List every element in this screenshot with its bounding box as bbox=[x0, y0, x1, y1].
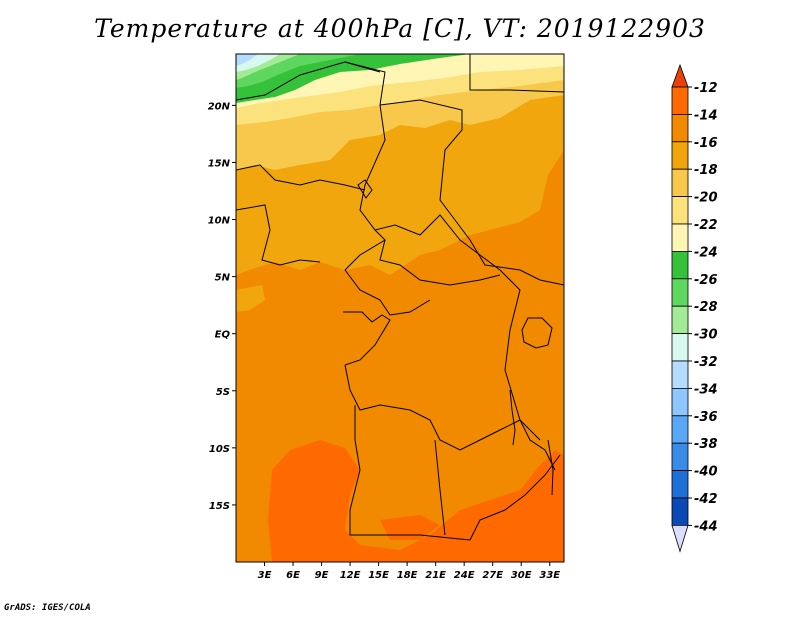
lon-tick-label: 6E bbox=[286, 570, 300, 581]
colorbar-swatch bbox=[671, 278, 689, 307]
colorbar-swatch bbox=[671, 333, 689, 362]
map-title: Temperature at 400hPa [C], VT: 201912290… bbox=[94, 14, 706, 43]
colorbar-swatch bbox=[671, 415, 689, 444]
colorbar-swatch bbox=[671, 250, 689, 280]
lat-tick-label: 5N bbox=[215, 273, 231, 284]
colorbar-label: -34 bbox=[694, 382, 718, 397]
colorbar-label: -44 bbox=[694, 519, 718, 534]
field-region-southern-warm-pocket bbox=[268, 440, 564, 562]
colorbar-swatch bbox=[671, 168, 689, 197]
colorbar-label: -16 bbox=[694, 136, 718, 151]
lat-tick-label: 10S bbox=[209, 444, 230, 455]
lat-tick-label: EQ bbox=[215, 330, 231, 341]
field-region-coldest-corner bbox=[236, 54, 258, 66]
lon-tick-label: 30E bbox=[511, 570, 532, 581]
map-frame bbox=[235, 53, 565, 563]
field-region-west-africa-patch bbox=[236, 285, 265, 312]
colorbar-swatch bbox=[671, 470, 689, 499]
lake-chad bbox=[357, 179, 373, 199]
lon-tick-label: 15E bbox=[368, 570, 389, 581]
colorbar-label: -12 bbox=[694, 81, 718, 96]
colorbar-swatch bbox=[671, 387, 689, 417]
temperature-field bbox=[236, 54, 564, 562]
lon-tick-label: 27E bbox=[482, 570, 503, 581]
lat-tick-label: 15N bbox=[208, 158, 231, 169]
colorbar-label: -26 bbox=[694, 273, 718, 288]
colorbar-swatch bbox=[671, 305, 689, 335]
colorbar-over-triangle bbox=[671, 63, 689, 88]
lat-tick-label: 15S bbox=[209, 501, 230, 512]
colorbar-swatch bbox=[671, 86, 689, 115]
lon-tick-label: 3E bbox=[258, 570, 272, 581]
field-region-warm-patch bbox=[380, 515, 440, 540]
colorbar-label: -22 bbox=[694, 218, 718, 233]
longitude-axis: 3E 6E 9E 12E 15E 18E 21E 24E 27E 30E 33E bbox=[258, 562, 560, 581]
lon-tick-label: 12E bbox=[340, 570, 361, 581]
lakes bbox=[357, 179, 554, 496]
lon-tick-label: 24E bbox=[454, 570, 475, 581]
lat-tick-label: 10N bbox=[208, 216, 231, 227]
colorbar-swatch bbox=[671, 360, 689, 389]
grads-credit: GrADS: IGES/COLA bbox=[4, 603, 91, 613]
lake-malawi bbox=[547, 439, 554, 496]
latitude-axis: 20N 15N 10N 5N EQ 5S 10S 15S bbox=[208, 101, 236, 512]
lat-tick-label: 5S bbox=[216, 387, 230, 398]
colorbar-label: -42 bbox=[694, 492, 718, 507]
colorbar-label: -24 bbox=[694, 245, 718, 260]
colorbar-under-triangle bbox=[671, 525, 689, 553]
lake-victoria bbox=[521, 317, 553, 349]
colorbar-swatch bbox=[671, 497, 689, 526]
colorbar-swatch bbox=[671, 442, 689, 472]
colorbar-label: -32 bbox=[694, 355, 718, 370]
colorbar-label: -20 bbox=[694, 191, 718, 206]
colorbar-label: -40 bbox=[694, 465, 718, 480]
colorbar-swatch bbox=[671, 141, 689, 170]
colorbar-label: -38 bbox=[694, 437, 718, 452]
colorbar-label: -28 bbox=[694, 300, 718, 315]
lat-tick-label: 20N bbox=[208, 101, 231, 112]
lon-tick-label: 33E bbox=[539, 570, 560, 581]
lon-tick-label: 9E bbox=[315, 570, 329, 581]
colorbar-label: -14 bbox=[694, 108, 718, 123]
colorbar-label: -30 bbox=[694, 328, 718, 343]
colorbar-label: -36 bbox=[694, 410, 718, 425]
colorbar-swatch bbox=[671, 114, 689, 143]
lon-tick-label: 18E bbox=[397, 570, 418, 581]
country-borders bbox=[236, 54, 564, 562]
lon-tick-label: 21E bbox=[425, 570, 446, 581]
colorbar-swatch bbox=[671, 196, 689, 225]
lake-tanganyika bbox=[509, 389, 516, 446]
colorbar: -12 -14 -16 -18 -20 -22 -24 -26 -28 -30 -32 -34 -36 -… bbox=[671, 63, 718, 553]
colorbar-label: -18 bbox=[694, 163, 718, 178]
colorbar-swatch bbox=[671, 223, 689, 252]
